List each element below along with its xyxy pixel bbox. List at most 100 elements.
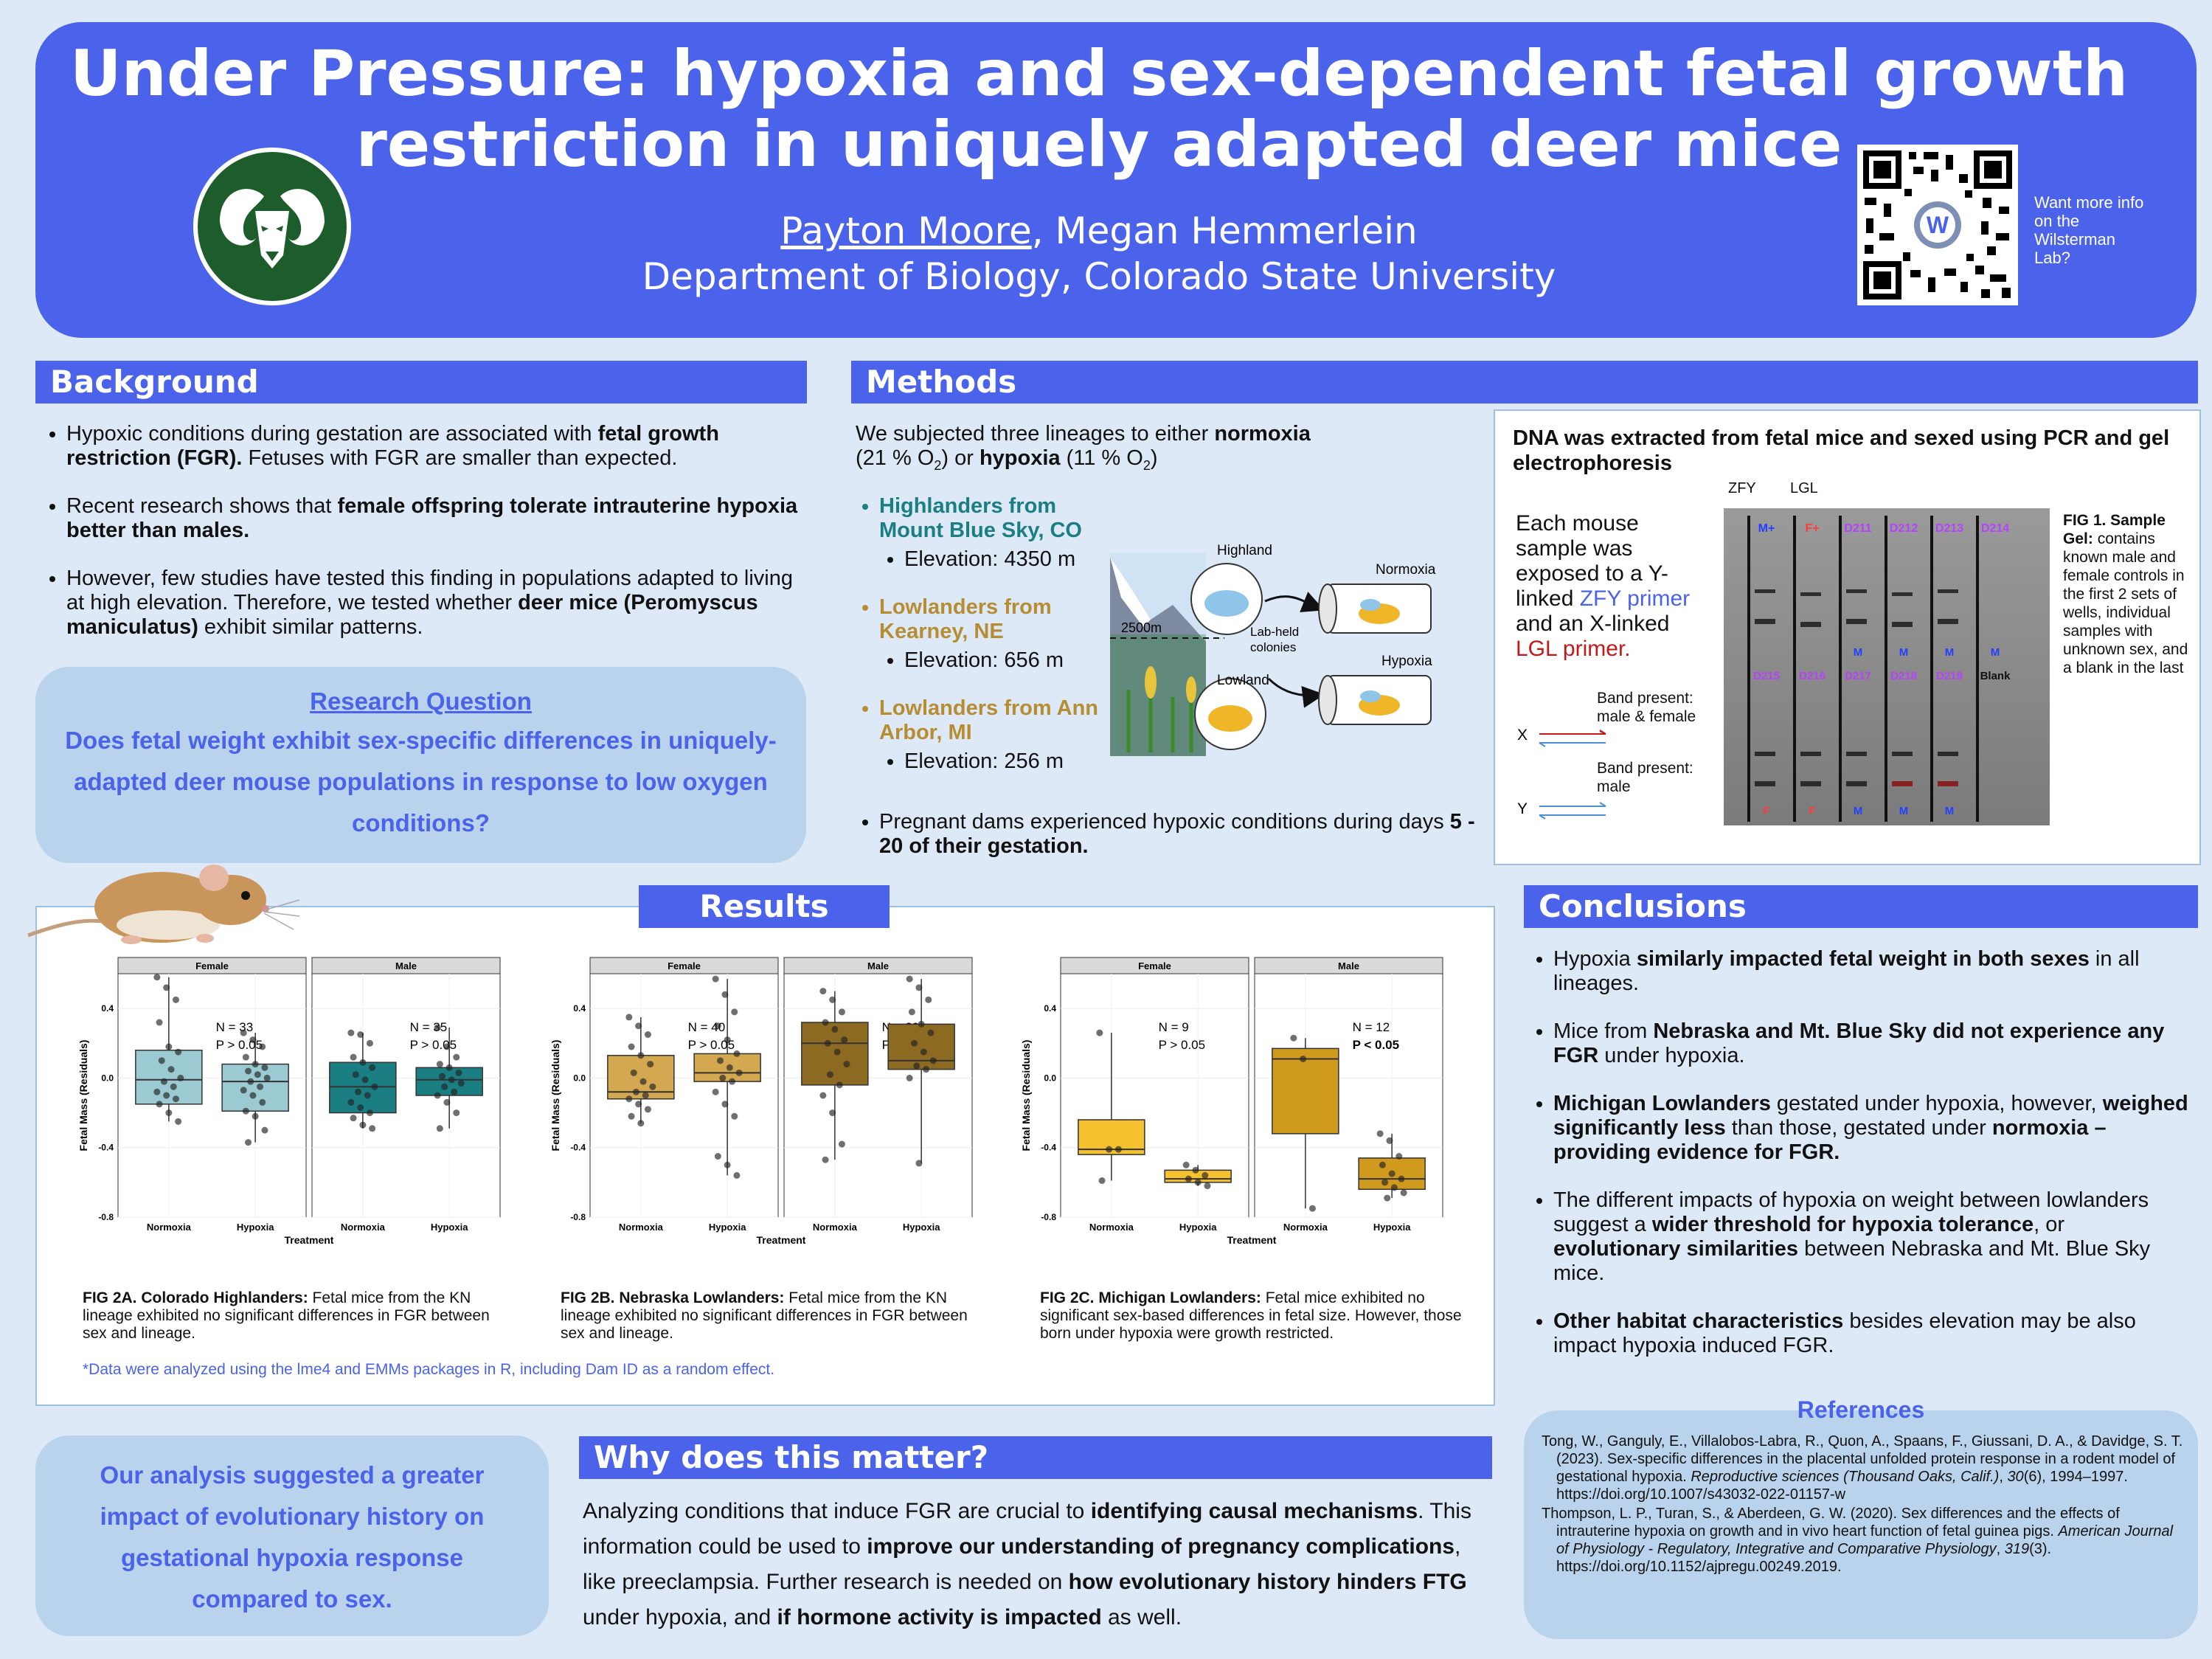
gel-lane-label: F+ xyxy=(1805,522,1819,535)
gel-sex-label: M xyxy=(1854,805,1863,817)
data-point xyxy=(261,1126,268,1134)
why-heading: Why does this matter? xyxy=(579,1436,1492,1479)
gel-band xyxy=(1938,752,1958,756)
x-tick-label: Normoxia xyxy=(619,1222,664,1233)
research-question-box: Research Question Does fetal weight exhi… xyxy=(35,667,806,863)
data-point xyxy=(1386,1137,1393,1144)
data-point xyxy=(637,1052,645,1059)
data-point xyxy=(177,1074,184,1081)
facet-panel xyxy=(783,973,973,1218)
data-point xyxy=(923,1066,930,1073)
data-point xyxy=(252,1061,259,1068)
chart-2c: Female Normoxia Hypoxia N = 9 P > 0.05 Male No… xyxy=(1016,944,1459,1269)
data-point xyxy=(434,1024,441,1031)
p-value-label: P < 0.05 xyxy=(1353,1038,1400,1052)
data-point xyxy=(436,1125,443,1132)
data-point xyxy=(240,1087,247,1094)
x-tick-label: Hypoxia xyxy=(431,1222,468,1233)
coauthor: , Megan Hemmerlein xyxy=(1031,209,1418,252)
analysis-summary-box: Our analysis suggested a greater impact … xyxy=(35,1435,549,1636)
data-point xyxy=(719,1074,727,1081)
background-text: Hypoxic conditions during gestation are … xyxy=(38,422,805,663)
data-point xyxy=(819,988,827,995)
data-point xyxy=(824,1039,831,1047)
data-point xyxy=(1192,1166,1199,1174)
altitude-label: 2500m xyxy=(1121,620,1162,635)
gel-band xyxy=(1800,622,1821,627)
data-point xyxy=(625,1014,633,1021)
data-point xyxy=(642,1092,649,1099)
data-point xyxy=(724,1036,731,1044)
qr-code[interactable]: W xyxy=(1857,145,2018,305)
gel-sex-label: M xyxy=(1899,646,1909,659)
methods-heading: Methods xyxy=(851,361,2198,404)
p-value-label: P > 0.05 xyxy=(1159,1038,1206,1052)
qr-code-icon: W xyxy=(1857,145,2018,305)
data-point xyxy=(175,1048,182,1056)
data-point xyxy=(445,1064,453,1071)
why-text: Analyzing conditions that induce FGR are… xyxy=(583,1499,1471,1629)
references-heading: References xyxy=(1797,1396,1925,1423)
data-point xyxy=(175,1118,182,1125)
data-point xyxy=(1381,1179,1389,1186)
data-point xyxy=(366,1109,373,1117)
gel-lane-label: D219 xyxy=(1936,670,1963,682)
gel-band xyxy=(1800,781,1821,786)
x-axis-label: Treatment xyxy=(285,1234,334,1246)
data-point xyxy=(1114,1146,1122,1153)
data-point xyxy=(1384,1194,1391,1202)
box xyxy=(329,1061,397,1114)
data-point xyxy=(920,1048,927,1056)
gel-band xyxy=(1892,752,1913,756)
x-tick-label: Hypoxia xyxy=(903,1222,940,1233)
gel-lane-label: D211 xyxy=(1844,522,1871,535)
facet-label: Male xyxy=(1338,960,1359,971)
svg-text:Y: Y xyxy=(1517,800,1528,817)
y-tick-label: 0.4 xyxy=(1044,1003,1056,1014)
data-point xyxy=(735,1069,743,1076)
data-point xyxy=(929,1057,937,1064)
lineage-ann-arbor: Lowlanders from Ann Arbor, MI Elevation:… xyxy=(879,696,1106,774)
data-point xyxy=(439,1073,446,1080)
y-tick-label: -0.4 xyxy=(98,1143,114,1153)
y-tick-label: -0.4 xyxy=(570,1143,586,1153)
university-ram-logo xyxy=(193,148,351,305)
ram-icon xyxy=(206,160,339,293)
data-point xyxy=(632,1088,639,1095)
presenting-author: Payton Moore xyxy=(780,209,1032,252)
gel-sex-label: M xyxy=(1991,646,2000,659)
gel-lane-label: D214 xyxy=(1981,522,2009,535)
facet-label: Male xyxy=(867,960,889,971)
gel-lane-label: M+ xyxy=(1758,522,1775,535)
x-axis-label: Treatment xyxy=(1227,1234,1277,1246)
gel-band xyxy=(1892,592,1913,596)
y-tick-label: 0.4 xyxy=(101,1003,114,1014)
data-point xyxy=(822,1019,829,1026)
data-point xyxy=(172,1095,179,1103)
gel-band xyxy=(1846,619,1867,624)
conclusion-5: Other habitat characteristics besides el… xyxy=(1553,1309,2189,1358)
lineage-kearney: Lowlanders from Kearney, NE Elevation: 6… xyxy=(879,595,1106,673)
data-point xyxy=(628,1112,635,1120)
data-point xyxy=(714,1022,721,1030)
data-point xyxy=(717,1057,724,1064)
data-point xyxy=(829,996,836,1003)
zfy-label: ZFY xyxy=(1728,480,1756,496)
data-point xyxy=(350,1053,357,1061)
data-point xyxy=(259,1043,266,1050)
gel-band xyxy=(1892,622,1913,627)
research-question-title: Research Question xyxy=(310,688,532,715)
lineage-list: Highlanders from Mount Blue Sky, CO Elev… xyxy=(856,494,1106,797)
data-point xyxy=(915,984,923,991)
gel-band xyxy=(1892,781,1913,786)
background-bullet-1: Hypoxic conditions during gestation are … xyxy=(66,422,805,471)
data-point xyxy=(721,1101,729,1108)
data-point xyxy=(451,1088,458,1095)
gel-sex-label: M xyxy=(1899,805,1909,817)
data-point xyxy=(153,1088,161,1095)
data-point xyxy=(170,1083,177,1090)
gel-band xyxy=(1938,781,1958,786)
data-point xyxy=(1400,1189,1407,1196)
data-point xyxy=(257,1083,264,1090)
caption-2c: FIG 2C. Michigan Lowlanders: Fetal mice … xyxy=(1040,1289,1462,1342)
